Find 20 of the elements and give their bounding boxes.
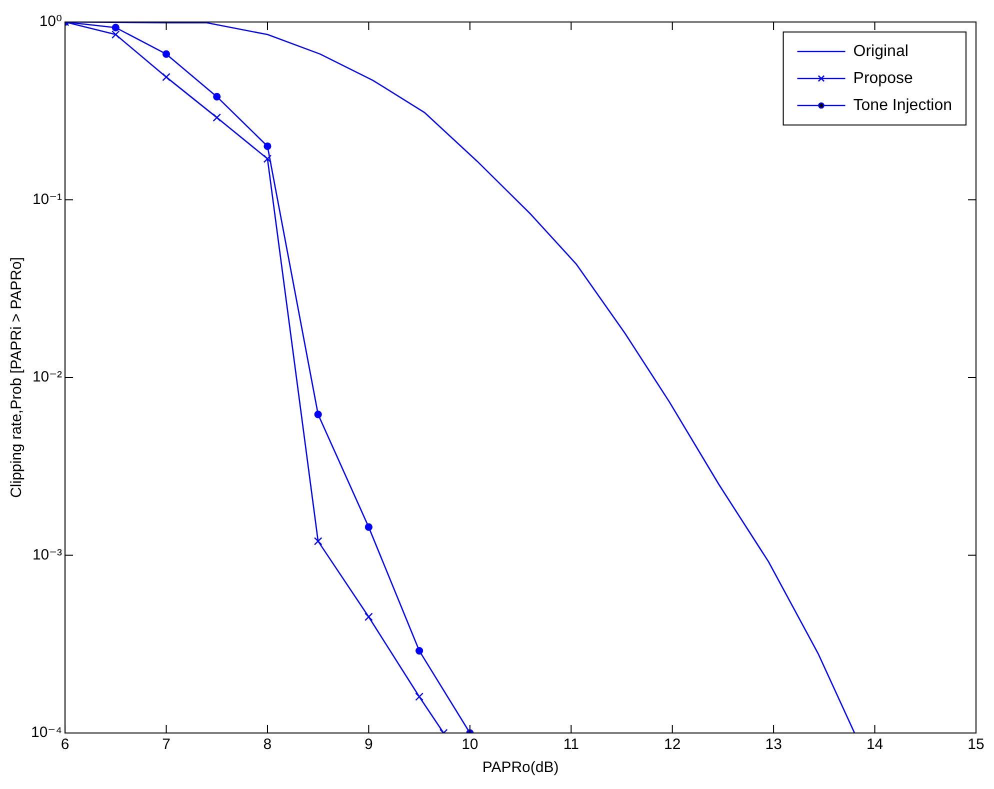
legend-label: Original [853,42,908,60]
legend-label: Propose [853,70,913,87]
x-tick-label: 8 [263,736,272,754]
y-tick-label: 10⁻⁴ [30,724,62,742]
x-tick-label: 15 [968,736,984,754]
x-tick-label: 7 [162,736,170,754]
y-tick-label: 10⁻³ [32,546,62,564]
y-tick-label: 10⁻² [32,368,62,386]
y-tick-label: 10⁻¹ [32,190,62,208]
x-tick-label: 14 [866,736,884,754]
x-tick-label: 13 [765,736,782,754]
x-tick-label: 10 [462,736,478,754]
x-tick-label: 12 [664,736,681,754]
y-tick-label: 10⁰ [39,13,62,30]
x-axis-title: PAPRo(dB) [482,759,559,776]
x-tick-label: 6 [60,736,70,754]
legend-label: Tone Injection [853,96,952,114]
x-tick-label: 9 [364,736,373,754]
y-axis-title: Clipping rate,Prob [PAPRi > PAPRo] [8,257,26,498]
x-tick-label: 11 [563,736,579,754]
